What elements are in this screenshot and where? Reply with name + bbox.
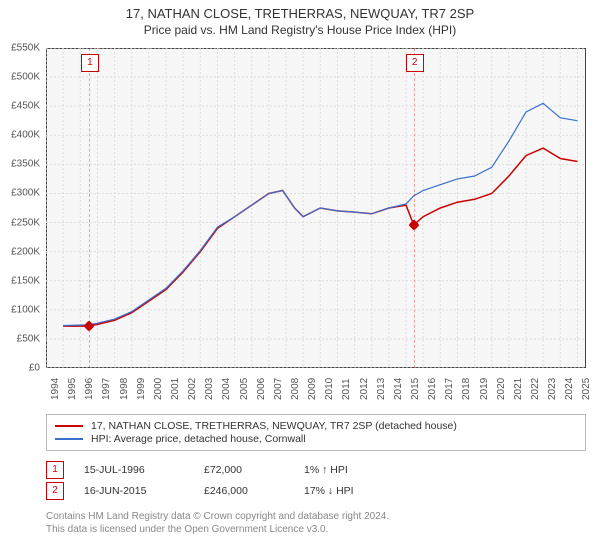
- x-tick-label: 2001: [170, 378, 181, 400]
- footnote-line: Contains HM Land Registry data © Crown c…: [46, 510, 586, 523]
- x-tick-label: 2012: [359, 378, 370, 400]
- x-axis-labels: 1994 1995 1996 1997 1998 1999 2000 2001 2002 2003…: [46, 370, 586, 410]
- y-tick-label: £550K: [11, 43, 40, 54]
- x-tick-label: 2018: [461, 378, 472, 400]
- x-tick-label: 2022: [530, 378, 541, 400]
- y-tick-label: £200K: [11, 246, 40, 257]
- x-tick-label: 2015: [410, 378, 421, 400]
- y-tick-label: £150K: [11, 275, 40, 286]
- event-diff: 17% ↓ HPI: [304, 485, 404, 497]
- x-tick-label: 2004: [221, 378, 232, 400]
- cursor-label: 2: [406, 54, 424, 72]
- event-price: £72,000: [204, 464, 284, 476]
- y-tick-label: £300K: [11, 188, 40, 199]
- cursor-line: [414, 48, 415, 368]
- legend-item: 17, NATHAN CLOSE, TRETHERRAS, NEWQUAY, T…: [55, 420, 577, 432]
- legend-swatch: [55, 438, 83, 440]
- event-row: 2 16-JUN-2015 £246,000 17% ↓ HPI: [46, 482, 586, 500]
- footnote-line: This data is licensed under the Open Gov…: [46, 523, 586, 536]
- x-tick-label: 2021: [513, 378, 524, 400]
- x-tick-label: 1997: [101, 378, 112, 400]
- x-tick-label: 1995: [67, 378, 78, 400]
- legend-label: 17, NATHAN CLOSE, TRETHERRAS, NEWQUAY, T…: [91, 420, 457, 432]
- x-tick-label: 2017: [444, 378, 455, 400]
- y-tick-label: £400K: [11, 130, 40, 141]
- chart-svg: [46, 48, 586, 368]
- chart-title: 17, NATHAN CLOSE, TRETHERRAS, NEWQUAY, T…: [0, 0, 600, 21]
- event-price: £246,000: [204, 485, 284, 497]
- x-tick-label: 2002: [187, 378, 198, 400]
- y-tick-label: £500K: [11, 72, 40, 83]
- x-tick-label: 2009: [307, 378, 318, 400]
- x-tick-label: 2005: [239, 378, 250, 400]
- x-tick-label: 2003: [204, 378, 215, 400]
- event-marker-icon: 2: [46, 482, 64, 500]
- y-tick-label: £100K: [11, 304, 40, 315]
- x-tick-label: 2014: [393, 378, 404, 400]
- x-tick-label: 1996: [84, 378, 95, 400]
- legend: 17, NATHAN CLOSE, TRETHERRAS, NEWQUAY, T…: [46, 414, 586, 451]
- events-table: 1 15-JUL-1996 £72,000 1% ↑ HPI 2 16-JUN-…: [46, 458, 586, 503]
- x-tick-label: 2006: [256, 378, 267, 400]
- x-tick-label: 2013: [376, 378, 387, 400]
- y-tick-label: £0: [29, 363, 40, 374]
- x-tick-label: 1994: [50, 378, 61, 400]
- event-marker-icon: 1: [46, 461, 64, 479]
- event-diff: 1% ↑ HPI: [304, 464, 404, 476]
- cursor-label: 1: [81, 54, 99, 72]
- x-tick-label: 2020: [496, 378, 507, 400]
- event-date: 15-JUL-1996: [84, 464, 184, 476]
- x-tick-label: 1999: [136, 378, 147, 400]
- x-tick-label: 2019: [479, 378, 490, 400]
- y-tick-label: £250K: [11, 217, 40, 228]
- chart-subtitle: Price paid vs. HM Land Registry's House …: [0, 21, 600, 37]
- x-tick-label: 2016: [427, 378, 438, 400]
- event-row: 1 15-JUL-1996 £72,000 1% ↑ HPI: [46, 461, 586, 479]
- event-date: 16-JUN-2015: [84, 485, 184, 497]
- y-tick-label: £50K: [17, 333, 40, 344]
- x-tick-label: 2008: [290, 378, 301, 400]
- x-tick-label: 1998: [119, 378, 130, 400]
- x-tick-label: 2007: [273, 378, 284, 400]
- y-tick-label: £350K: [11, 159, 40, 170]
- legend-item: HPI: Average price, detached house, Corn…: [55, 433, 577, 445]
- y-tick-label: £450K: [11, 101, 40, 112]
- x-tick-label: 2024: [564, 378, 575, 400]
- y-axis-labels: £0£50K£100K£150K£200K£250K£300K£350K£400…: [0, 48, 44, 368]
- legend-label: HPI: Average price, detached house, Corn…: [91, 433, 306, 445]
- legend-swatch: [55, 425, 83, 427]
- footnote: Contains HM Land Registry data © Crown c…: [46, 510, 586, 536]
- x-tick-label: 2011: [341, 378, 352, 400]
- x-tick-label: 2000: [153, 378, 164, 400]
- x-tick-label: 2023: [547, 378, 558, 400]
- x-tick-label: 2010: [324, 378, 335, 400]
- x-tick-label: 2025: [581, 378, 592, 400]
- plot-area: 12: [46, 48, 586, 368]
